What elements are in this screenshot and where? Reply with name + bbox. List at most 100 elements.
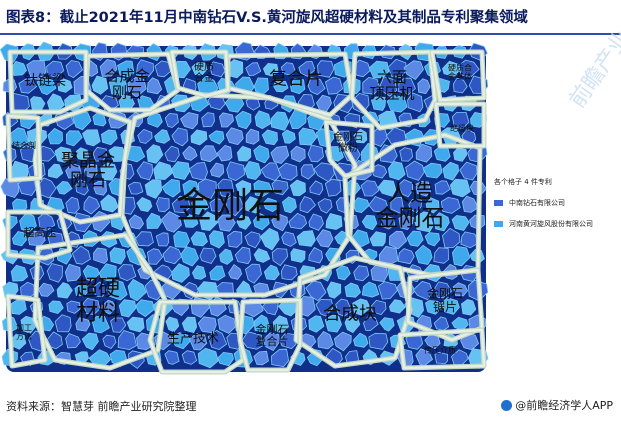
treemap-cell [433, 212, 450, 232]
treemap-cell [270, 348, 290, 368]
treemap-cell [81, 332, 99, 351]
treemap-cell [272, 315, 289, 334]
region-label-line: 传压介质 [424, 345, 456, 355]
treemap-cell [434, 281, 453, 299]
treemap-cell [333, 331, 352, 352]
treemap-cell [451, 245, 471, 267]
treemap-cell [254, 110, 272, 130]
region-label[interactable]: 加工方法 [16, 322, 32, 341]
region-label-line: 复合片 [269, 68, 323, 89]
treemap-cell [228, 264, 243, 280]
treemap-cell [164, 350, 180, 365]
treemap-cell [344, 315, 361, 334]
treemap-cell [181, 316, 198, 334]
region-label[interactable]: 金刚石 [176, 186, 284, 227]
region-label[interactable]: 金刚石锯片 [427, 286, 463, 314]
treemap-cell [100, 194, 119, 213]
region-label[interactable]: 硬质合金基体 [448, 62, 472, 81]
treemap-cell [262, 63, 279, 77]
brand-text: @前瞻经济学人APP [515, 399, 613, 412]
treemap-cell [217, 314, 236, 334]
treemap-cell [75, 147, 90, 161]
treemap-cell [161, 178, 181, 198]
treemap-cell [403, 60, 424, 80]
region-label-line: 超高压 [24, 225, 57, 239]
treemap-cell [182, 145, 198, 161]
treemap-cell [99, 59, 118, 77]
treemap-cell [110, 317, 127, 333]
treemap-cell [54, 146, 74, 163]
treemap-cell [190, 129, 208, 146]
treemap-cell [147, 111, 163, 128]
treemap-cell [191, 62, 208, 76]
treemap-cell [406, 230, 424, 247]
treemap-cell [182, 179, 199, 197]
treemap-cell [144, 179, 163, 199]
treemap-cell [412, 280, 434, 301]
legend-item-zhongnan[interactable]: 中南钻石有限公司 [494, 198, 618, 208]
region-label[interactable]: 绝缘块 [450, 123, 474, 133]
region-label[interactable]: 人造金刚石 [376, 180, 445, 231]
region-label[interactable]: 生产技术 [167, 332, 219, 347]
treemap-cell [188, 333, 208, 351]
treemap-cell [65, 130, 83, 147]
treemap-cell [244, 160, 262, 180]
region-label[interactable]: 金刚石复合片 [256, 322, 289, 348]
region-label[interactable]: 合成金刚石 [104, 67, 149, 102]
region-label[interactable]: 复合片 [269, 68, 323, 89]
region-label[interactable]: 六面顶压机 [369, 68, 414, 103]
legend-item-huanghe[interactable]: 河南黄河旋风股份有限公司 [494, 219, 618, 229]
treemap-cell [398, 214, 414, 231]
region-label[interactable]: 硬质合金 [194, 61, 214, 84]
treemap-cell [226, 161, 246, 182]
region-label[interactable]: 合成块 [323, 303, 377, 324]
treemap-cell [299, 196, 316, 214]
treemap-cell [368, 196, 389, 213]
treemap-cell [352, 298, 371, 316]
treemap-cell [377, 179, 397, 197]
treemap-cell [271, 248, 289, 267]
treemap-cell [296, 230, 316, 247]
region-label[interactable]: 钛链梁 [24, 73, 66, 89]
treemap-cell [56, 282, 73, 299]
region-label[interactable]: 聚晶金刚石 [61, 150, 115, 191]
region-label-line: 金基体 [448, 71, 472, 81]
treemap-cell [165, 316, 180, 333]
treemap-cell [136, 161, 154, 181]
treemap-cell [442, 161, 460, 181]
treemap-cell [344, 282, 361, 298]
region-boundaries [5, 49, 487, 375]
treemap-cell [180, 246, 200, 267]
treemap-cell [451, 112, 470, 130]
treemap-cell [19, 212, 37, 233]
treemap-cell [171, 161, 191, 180]
treemap-cell [127, 77, 147, 98]
treemap-cell [137, 128, 153, 144]
treemap-cell [442, 60, 462, 77]
treemap-cell [38, 212, 56, 231]
treemap-cell [451, 215, 470, 231]
treemap-cell [380, 215, 396, 230]
chart-title: 图表8：截止2021年11月中南钻石V.S.黄河旋风超硬材料及其制品专利聚集领域 [6, 10, 528, 26]
region-label[interactable]: 结合剂 [12, 140, 36, 150]
treemap-cell [217, 351, 234, 367]
treemap-cell [324, 76, 344, 95]
region-label-line: 金刚石 [333, 130, 363, 143]
treemap-cell [317, 60, 335, 78]
region-label[interactable]: 超硬材料 [76, 277, 120, 326]
treemap-cell [309, 180, 324, 196]
treemap-cell [453, 147, 468, 162]
region-label[interactable]: 超高压 [24, 225, 57, 239]
region-label[interactable]: 传压介质 [424, 345, 456, 355]
treemap-cell [181, 350, 198, 365]
treemap-cell [100, 299, 117, 315]
treemap-cell [236, 145, 252, 162]
treemap-cell [10, 264, 29, 282]
treemap-cell [109, 247, 126, 265]
region-outline-inner [398, 328, 486, 370]
treemap-cell [244, 196, 261, 214]
treemap-cell [399, 147, 414, 162]
region-label[interactable]: 金刚石微粉 [333, 130, 363, 154]
region-label-line: 结合剂 [12, 140, 36, 150]
